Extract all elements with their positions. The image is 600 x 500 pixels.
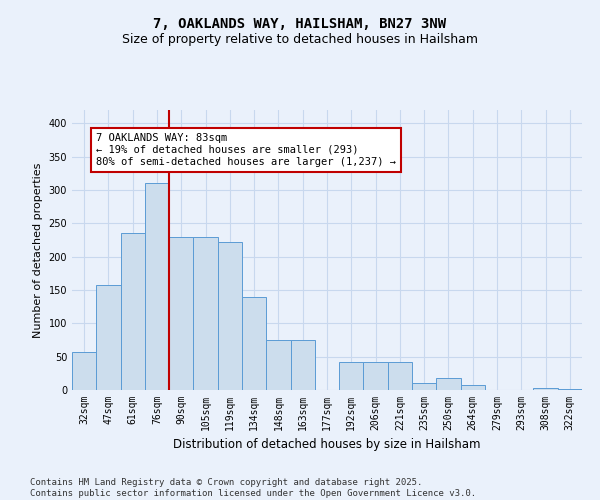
Bar [533, 388, 558, 390]
Text: Contains HM Land Registry data © Crown copyright and database right 2025.
Contai: Contains HM Land Registry data © Crown c… [30, 478, 476, 498]
Text: Size of property relative to detached houses in Hailsham: Size of property relative to detached ho… [122, 32, 478, 46]
Bar [266, 340, 290, 390]
Bar [436, 378, 461, 390]
Bar [412, 384, 436, 390]
Bar [72, 352, 96, 390]
Bar [339, 362, 364, 390]
Bar [388, 362, 412, 390]
Bar [169, 236, 193, 390]
Bar [461, 386, 485, 390]
Bar [558, 388, 582, 390]
Bar [145, 184, 169, 390]
X-axis label: Distribution of detached houses by size in Hailsham: Distribution of detached houses by size … [173, 438, 481, 452]
Bar [96, 286, 121, 390]
Bar [242, 296, 266, 390]
Text: 7 OAKLANDS WAY: 83sqm
← 19% of detached houses are smaller (293)
80% of semi-det: 7 OAKLANDS WAY: 83sqm ← 19% of detached … [96, 134, 396, 166]
Y-axis label: Number of detached properties: Number of detached properties [33, 162, 43, 338]
Bar [121, 234, 145, 390]
Text: 7, OAKLANDS WAY, HAILSHAM, BN27 3NW: 7, OAKLANDS WAY, HAILSHAM, BN27 3NW [154, 18, 446, 32]
Bar [364, 362, 388, 390]
Bar [218, 242, 242, 390]
Bar [290, 340, 315, 390]
Bar [193, 236, 218, 390]
